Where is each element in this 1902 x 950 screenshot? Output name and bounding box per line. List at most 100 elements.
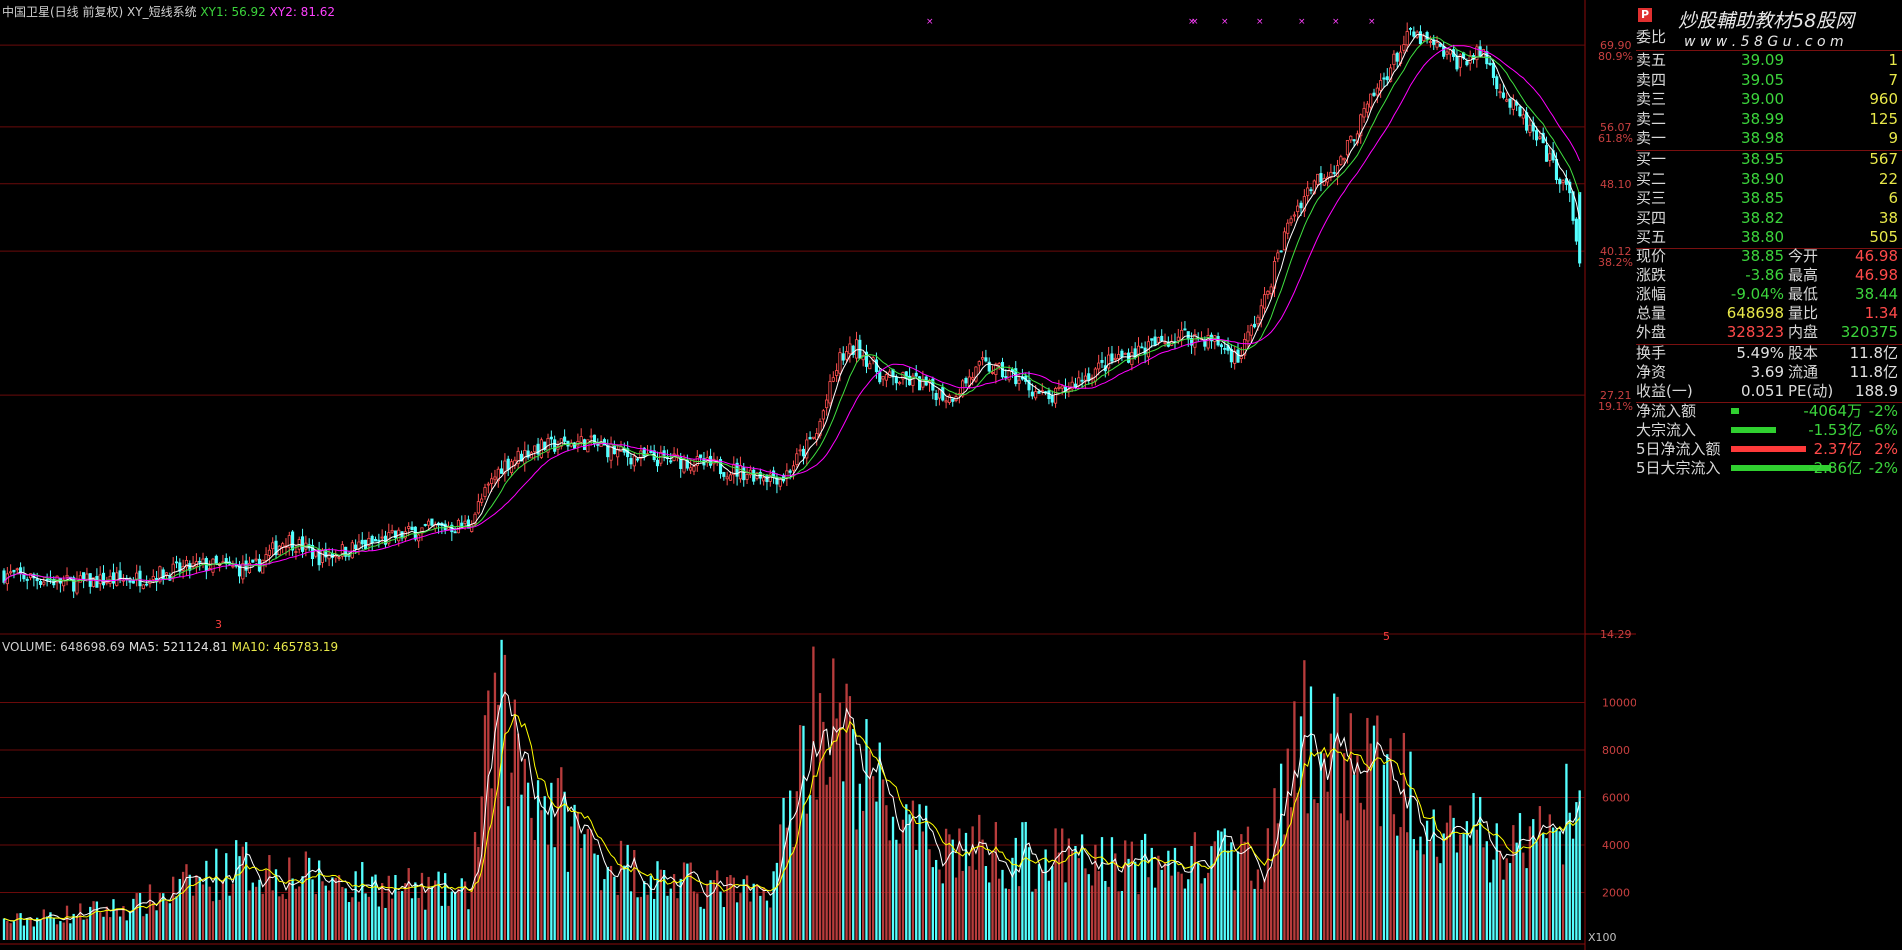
quote-value: 328323: [1726, 323, 1784, 341]
quote-label: 内盘: [1788, 323, 1819, 341]
candle-body: [1027, 379, 1031, 391]
candle-body: [1190, 337, 1194, 346]
volume-bar: [925, 805, 928, 940]
volume-bar: [1279, 763, 1283, 940]
volume-bar: [520, 794, 523, 940]
volume-bar: [52, 918, 55, 940]
candle-body: [184, 560, 189, 568]
candle-body: [984, 357, 988, 362]
candle-body: [95, 575, 99, 588]
volume-bar: [72, 913, 75, 940]
volume-bar: [115, 908, 118, 940]
candle-body: [831, 377, 835, 382]
volume-bar: [1031, 891, 1034, 940]
volume-bar: [749, 901, 752, 940]
ask-row: 卖三 39.00 960: [1636, 90, 1902, 108]
volume-bar: [1233, 890, 1236, 940]
candle-body: [1528, 124, 1532, 133]
candle-body: [1176, 336, 1180, 341]
volume-bar: [122, 906, 125, 940]
volume-bar: [769, 907, 772, 940]
volume-bar: [805, 813, 808, 940]
volume-bar: [308, 857, 311, 940]
candle-body: [446, 527, 451, 530]
candle-body: [818, 420, 822, 436]
volume-bar: [1160, 869, 1163, 940]
volume-bar: [1528, 826, 1532, 940]
volume-bar: [1339, 813, 1343, 940]
candle-body: [158, 566, 162, 583]
volume-bar: [1289, 807, 1293, 940]
money-flow-value: -1.53亿: [1808, 421, 1862, 439]
volume-bar: [659, 869, 662, 940]
volume-bar: [1273, 788, 1276, 940]
candle-body: [655, 459, 660, 467]
candle-body: [92, 577, 96, 587]
volume-bar: [623, 865, 626, 940]
volume-bar: [1515, 842, 1518, 940]
ask-row: 卖二 38.99 125: [1636, 110, 1902, 128]
volume-bar: [337, 875, 341, 940]
volume-bar: [390, 898, 394, 940]
bid-price: 38.90: [1741, 169, 1784, 188]
candle-body: [1296, 205, 1300, 213]
volume-bar: [732, 877, 735, 940]
volume-bar: [12, 921, 16, 940]
volume-bar: [526, 782, 530, 940]
candle-body: [486, 483, 490, 486]
volume-bar: [410, 898, 414, 940]
volume-bar: [964, 832, 968, 940]
volume-bar: [832, 658, 835, 940]
ask-price: 39.09: [1741, 51, 1784, 69]
candle-body: [1256, 316, 1260, 325]
candle-body: [72, 577, 76, 592]
volume-bar: [1455, 852, 1459, 940]
bid-volume: 6: [1888, 189, 1898, 207]
volume-header: VOLUME: 648698.69 MA5: 521124.81 MA10: 4…: [2, 640, 338, 654]
candle-body: [801, 448, 806, 457]
candle-body: [785, 470, 789, 479]
volume-bar: [596, 854, 599, 940]
bid-row: 买一 38.95 567: [1636, 150, 1902, 168]
quote-label: 今开: [1788, 247, 1819, 265]
volume-bar: [2, 918, 6, 940]
volume-bar: [1206, 872, 1210, 940]
volume-bar: [643, 881, 646, 940]
volume-bar: [497, 704, 500, 940]
volume-bar: [1226, 850, 1230, 940]
candle-body: [1375, 87, 1379, 96]
logo-badge[interactable]: P: [1638, 8, 1652, 22]
candle-body: [264, 554, 268, 561]
candle-body: [294, 551, 298, 553]
volume-ma10-line: [3, 713, 1581, 922]
volume-bar: [361, 862, 364, 940]
volume-bar: [420, 872, 424, 940]
candle-body: [1004, 376, 1008, 378]
volume-ma5: MA5: 521124.81: [128, 640, 228, 654]
candle-body: [1534, 130, 1539, 141]
indicator-name: XY_短线系统: [127, 5, 197, 19]
volume-bar: [1190, 846, 1193, 940]
volume-bar: [593, 853, 596, 940]
candle-body: [639, 450, 643, 459]
candle-body: [632, 455, 636, 467]
candle-body: [1037, 391, 1041, 394]
volume-bar: [331, 877, 334, 940]
volume-bar: [1067, 838, 1070, 940]
candle-body: [835, 370, 839, 376]
volume-unit-label: X100: [1588, 931, 1617, 944]
candle-body: [947, 395, 951, 403]
volume-bar: [765, 900, 769, 940]
volume-bar: [1120, 890, 1124, 940]
volume-bar: [931, 867, 934, 940]
candle-body: [1372, 92, 1376, 96]
candle-body: [1126, 352, 1131, 363]
volume-bar: [855, 829, 858, 940]
quote-value: 46.98: [1855, 266, 1898, 284]
volume-bar: [1114, 853, 1117, 940]
volume-tick-label: 8000: [1602, 744, 1630, 757]
volume-bar: [1445, 822, 1449, 940]
volume-bar: [364, 893, 367, 940]
candle-body: [1442, 45, 1446, 57]
